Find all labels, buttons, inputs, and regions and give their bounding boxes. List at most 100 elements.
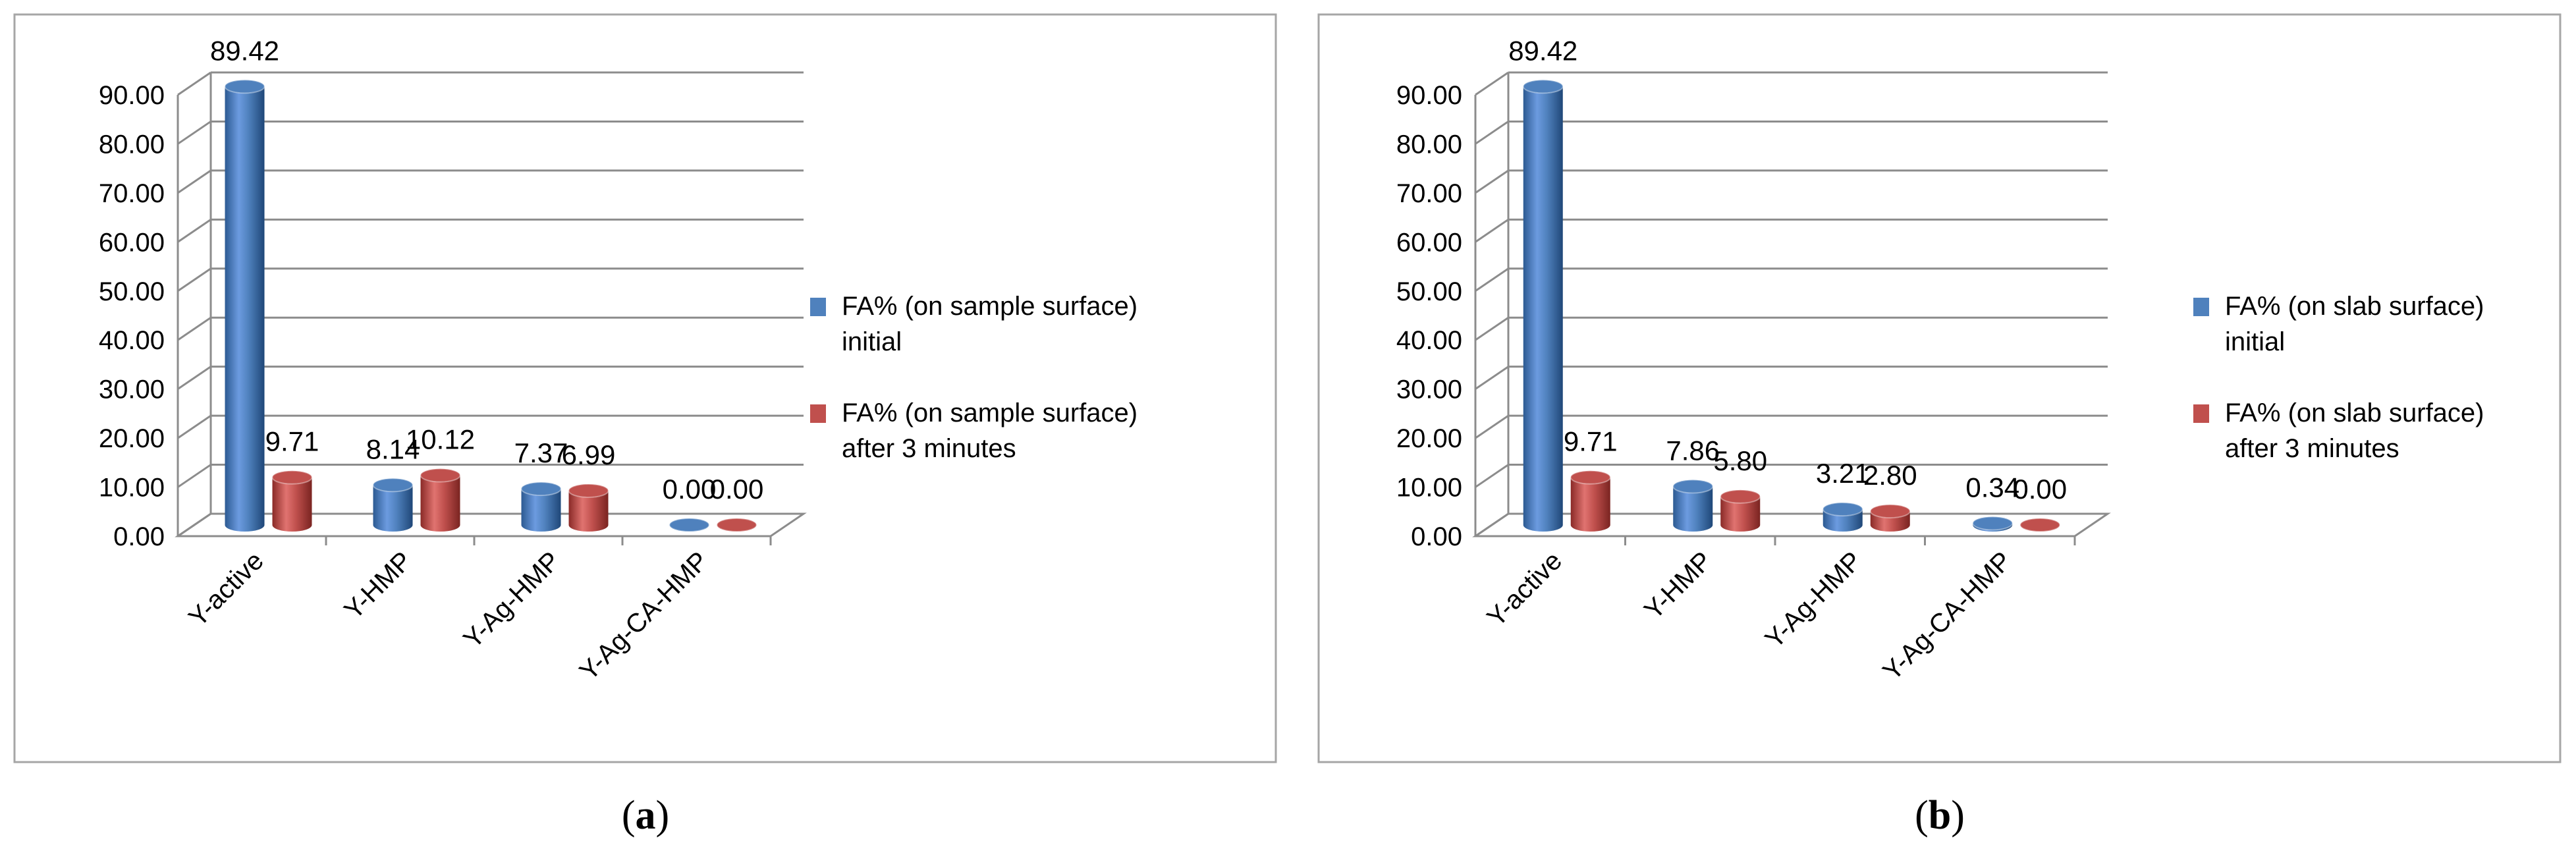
data-label: 7.86 (1666, 435, 1720, 466)
y-tick-label: 80.00 (1396, 130, 1462, 159)
bar-body (420, 475, 460, 532)
y-tick-label: 70.00 (1396, 179, 1462, 208)
bar (2019, 518, 2061, 532)
bar (224, 79, 265, 532)
bar-top (716, 518, 757, 532)
y-tick-label: 30.00 (1396, 375, 1462, 404)
bar-body (1973, 523, 2013, 532)
gridline-side (177, 464, 211, 488)
data-label: 0.00 (710, 474, 764, 505)
chart-frame (13, 13, 1277, 763)
data-label: 0.34 (1965, 472, 2019, 503)
gridline-side (177, 316, 211, 341)
data-label: 8.14 (366, 433, 420, 464)
bar (1720, 489, 1761, 532)
bar-top (1672, 479, 1714, 494)
gridline-side (1475, 414, 1509, 439)
legend-label: FA% (on slab surface) (2225, 398, 2484, 427)
bar-body (1523, 86, 1563, 532)
y-tick-label: 70.00 (99, 179, 165, 208)
bar (1972, 516, 2014, 532)
data-label: 89.42 (210, 35, 279, 66)
bar-body (521, 489, 561, 532)
y-tick-label: 90.00 (1396, 81, 1462, 110)
gridline-side (177, 414, 211, 439)
bar-body (1673, 486, 1713, 532)
y-tick-label: 50.00 (99, 277, 165, 306)
data-label: 5.80 (1713, 445, 1767, 476)
y-tick-label: 40.00 (99, 326, 165, 355)
y-tick-label: 20.00 (99, 424, 165, 453)
y-tick-label: 90.00 (99, 81, 165, 110)
bar (1570, 470, 1611, 532)
bar (372, 478, 414, 532)
gridline-side (177, 366, 211, 390)
bar-top (520, 481, 562, 497)
bar (1869, 504, 1911, 532)
panel-caption-b: (b) (1915, 793, 1965, 838)
bar (716, 518, 757, 532)
data-label: 3.21 (1816, 458, 1870, 489)
bar (1522, 79, 1564, 532)
y-tick-label: 80.00 (99, 130, 165, 159)
y-tick-label: 50.00 (1396, 277, 1462, 306)
chart-frame (1317, 13, 2562, 763)
legend-label: after 3 minutes (842, 434, 1016, 463)
gridline-side (177, 267, 211, 292)
y-tick-label: 20.00 (1396, 424, 1462, 453)
legend-swatch (2193, 404, 2209, 423)
bar (1822, 502, 1863, 532)
bar-top (224, 79, 265, 94)
gridline-side (1475, 121, 1509, 145)
y-tick-label: 10.00 (1396, 474, 1462, 503)
data-label: 10.12 (406, 424, 475, 455)
y-tick-label: 30.00 (99, 375, 165, 404)
gridline-side (1475, 219, 1509, 243)
gridline-side (177, 169, 211, 194)
gridline-side (177, 71, 211, 96)
gridline-side (1475, 464, 1509, 488)
bar-body (373, 485, 413, 532)
legend-label: FA% (on sample surface) (842, 292, 1137, 321)
legend-swatch (810, 404, 826, 423)
data-label: 9.71 (1564, 426, 1618, 457)
gridline-side (1475, 71, 1509, 96)
gridline-side (1475, 366, 1509, 390)
bar-top (1869, 504, 1911, 519)
bar-top (669, 518, 710, 532)
data-label: 7.37 (514, 437, 568, 468)
bar-body (272, 477, 312, 532)
y-tick-label: 60.00 (1396, 228, 1462, 257)
gridline-side (1475, 267, 1509, 292)
bar-top (1570, 470, 1611, 485)
y-tick-label: 10.00 (99, 474, 165, 503)
bar-body (568, 490, 609, 532)
y-tick-label: 60.00 (99, 228, 165, 257)
bar-body (1822, 509, 1863, 532)
bar-top (1720, 489, 1761, 504)
data-label: 89.42 (1508, 35, 1577, 66)
gridline-side (177, 219, 211, 243)
data-label: 0.00 (2013, 474, 2067, 505)
y-tick-label: 0.00 (113, 522, 165, 551)
data-label: 0.00 (663, 474, 717, 505)
bar-top (568, 483, 609, 498)
bar-top (420, 468, 461, 483)
bar (1672, 479, 1714, 532)
panel-b: 0.00 10.00 20.00 30.00 40.00 50.00 60.00 70.00 8… (1317, 13, 2562, 838)
bar-body (1870, 511, 1910, 532)
data-label: 2.80 (1863, 460, 1917, 491)
bar-top (271, 470, 313, 485)
legend-label: after 3 minutes (2225, 434, 2399, 463)
bar (420, 468, 461, 532)
legend-entry: FA% (on sample surface) after 3 minutes (810, 398, 1137, 463)
bar-body (225, 86, 265, 532)
legend-entry: FA% (on sample surface) initial (810, 292, 1137, 356)
bar-top (1972, 516, 2014, 531)
bar (568, 483, 609, 532)
legend-entry: FA% (on slab surface) initial (2193, 292, 2484, 356)
legend-label: initial (2225, 327, 2285, 356)
y-tick-label: 0.00 (1411, 522, 1462, 551)
bar (520, 481, 562, 532)
